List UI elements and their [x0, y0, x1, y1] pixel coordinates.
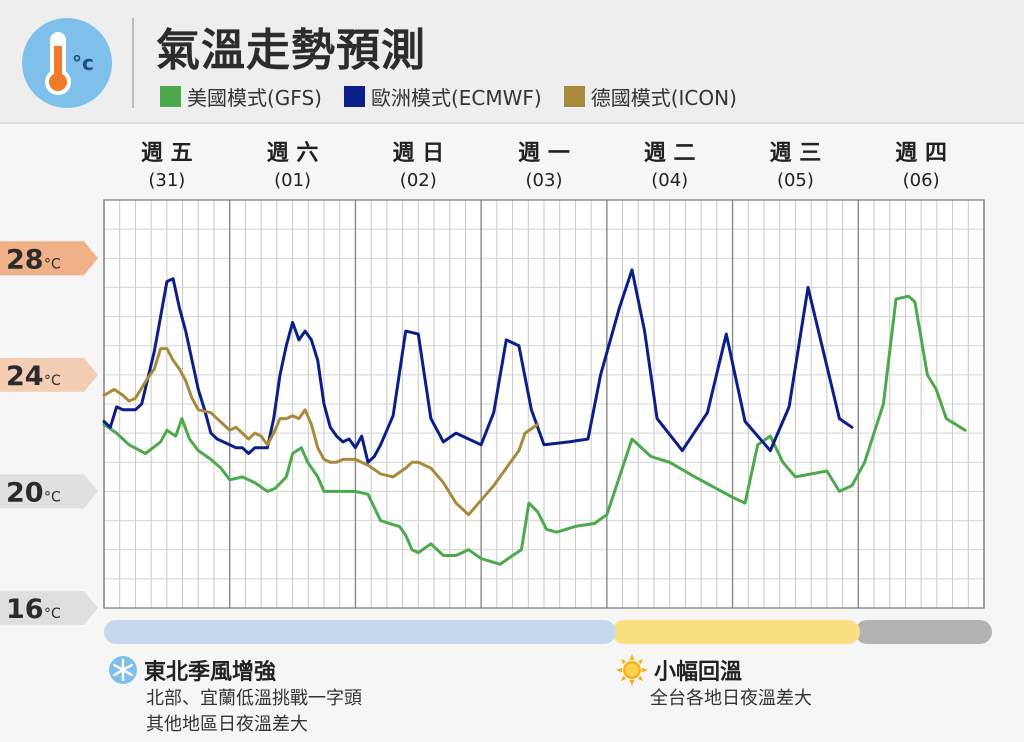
sun-icon: [616, 654, 648, 686]
y-tick-unit: °C: [44, 489, 61, 505]
y-tick-unit: °C: [44, 373, 61, 389]
day-label: 週 二: [644, 141, 696, 166]
y-tick-label: 20: [6, 477, 44, 508]
legend-item-gfs: 美國模式(GFS): [160, 82, 322, 111]
series-line: [102, 268, 854, 464]
legend-item-ecmwf: 歐洲模式(ECMWF): [343, 82, 542, 111]
series-line: [102, 294, 967, 566]
note-cold: 東北季風增強: [108, 654, 276, 686]
day-label: 週 一: [518, 141, 570, 166]
date-label: (06): [903, 170, 940, 191]
legend-swatch: [343, 86, 365, 107]
logo-unit: °c: [72, 51, 94, 75]
legend-swatch: [160, 86, 181, 107]
date-label: (03): [526, 170, 563, 191]
temperature-chart: 週 五 (31) 週 六 (01) 週 日 (02) 週 一 (03) 週 二 (04) 週 三 (0…: [0, 141, 992, 644]
day-label: 週 三: [770, 141, 822, 166]
y-tick-badge: [0, 241, 98, 276]
note-line: 全台各地日夜溫差大: [650, 688, 812, 709]
y-tick-badge: [0, 474, 98, 509]
header: °c 氣溫走勢預測 美國模式(GFS) 歐洲模式(ECMWF) 德國模式(ICO…: [0, 0, 1024, 124]
y-tick-label: 24: [6, 361, 44, 392]
note-line: 北部、宜蘭低溫挑戰一字頭: [146, 688, 362, 709]
date-label: (01): [274, 170, 311, 191]
chart-area: 週 五 (31) 週 六 (01) 週 日 (02) 週 一 (03) 週 二 (04) 週 三 (0…: [0, 124, 1024, 742]
day-label: 週 六: [267, 141, 319, 166]
timeline-segment-neutral: [855, 620, 992, 644]
day-label: 週 日: [392, 141, 444, 166]
date-label: (31): [148, 170, 185, 191]
plot-border: [103, 199, 985, 609]
thermometer-icon: °c: [22, 18, 112, 108]
y-tick-badge: [0, 591, 98, 625]
legend-label: 歐洲模式(ECMWF): [370, 86, 542, 110]
date-label: (05): [777, 170, 814, 191]
y-tick-label: 16: [6, 594, 44, 625]
snowflake-icon: [109, 656, 137, 684]
y-tick-badge: [0, 357, 98, 392]
legend-label: 德國模式(ICON): [590, 86, 737, 110]
note-warm-text: 全台各地日夜溫差大: [650, 686, 812, 712]
date-label: (04): [651, 170, 688, 191]
legend: 美國模式(GFS) 歐洲模式(ECMWF) 德國模式(ICON): [160, 82, 737, 111]
day-label: 週 五: [141, 141, 193, 166]
day-label: 週 四: [895, 141, 947, 166]
series-line: [102, 347, 540, 517]
legend-swatch: [563, 86, 585, 107]
note-title: 小幅回溫: [654, 660, 743, 685]
legend-label: 美國模式(GFS): [187, 86, 322, 110]
y-tick-unit: °C: [44, 256, 61, 272]
page-title: 氣溫走勢預測: [156, 25, 426, 76]
legend-item-icon: 德國模式(ICON): [563, 82, 737, 111]
timeline-segment-warm: [612, 620, 860, 644]
y-tick-unit: °C: [44, 606, 61, 622]
note-title: 東北季風增強: [144, 660, 277, 685]
note-warm: 小幅回溫: [616, 654, 742, 686]
timeline-segment-cold: [104, 620, 616, 644]
note-line: 其他地區日夜溫差大: [146, 714, 308, 735]
note-cold-text: 北部、宜蘭低溫挑戰一字頭 其他地區日夜溫差大: [146, 686, 362, 738]
header-divider: [132, 18, 134, 108]
y-tick-label: 28: [6, 244, 44, 275]
date-label: (02): [400, 170, 437, 191]
